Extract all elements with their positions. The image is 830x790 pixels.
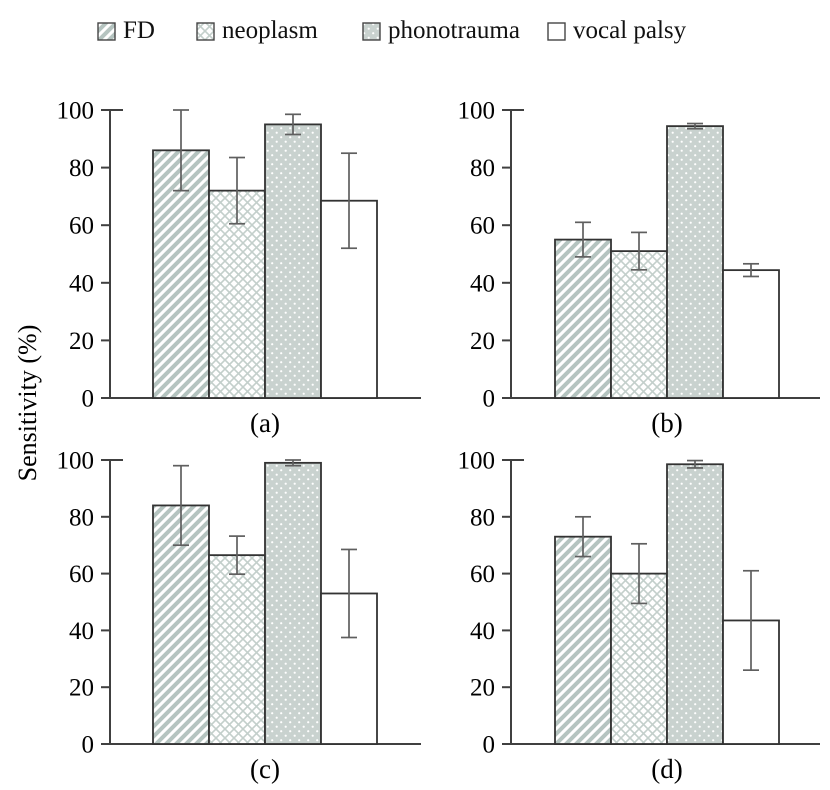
legend-label-fd: FD: [123, 17, 155, 44]
legend-item-fd: FD: [97, 14, 155, 48]
bar-c-phonotrauma: [264, 461, 322, 745]
subplot-label-b: (b): [651, 408, 682, 438]
y-tick-label: 100: [57, 448, 95, 475]
errorbar-a-phonotrauma: [285, 113, 301, 136]
y-tick-label: 80: [69, 504, 94, 531]
subplot-b: 0 20 40 60 80 100 (b): [458, 98, 820, 438]
y-tick-label: 20: [470, 328, 495, 355]
bar-a-phonotrauma: [264, 123, 322, 399]
y-tick-label: 20: [470, 675, 495, 702]
errorbar-c-fd: [173, 464, 189, 547]
errorbar-c-neoplasm: [229, 535, 245, 576]
bar-d-phonotrauma: [666, 463, 724, 745]
y-tick-label: 40: [69, 270, 94, 297]
legend-label-phonotrauma: phonotrauma: [388, 17, 520, 44]
y-tick-label: 40: [470, 270, 495, 297]
errorbar-c-phonotrauma: [285, 459, 301, 467]
errorbar-b-vocal-palsy: [743, 262, 759, 278]
y-tick-label: 0: [483, 732, 496, 759]
legend-item-neoplasm: neoplasm: [196, 14, 318, 48]
errorbar-d-vocal-palsy: [743, 569, 759, 672]
y-tick-label: 40: [69, 618, 94, 645]
bar-d-fd: [554, 535, 612, 745]
errorbar-d-phonotrauma: [687, 459, 703, 469]
bar-b-neoplasm: [610, 250, 668, 399]
y-tick-label: 0: [82, 732, 95, 759]
errorbar-a-fd: [173, 109, 189, 192]
errorbar-b-fd: [575, 221, 591, 258]
y-tick-label: 80: [470, 504, 495, 531]
y-tick-label: 60: [69, 213, 94, 240]
legend-label-vocal-palsy: vocal palsy: [573, 17, 687, 44]
vocal-palsy-pattern-icon: [547, 21, 566, 41]
y-tick-label: 20: [69, 675, 94, 702]
errorbar-a-neoplasm: [229, 156, 245, 225]
subplot-a: 0 20 40 60 80 100 (a): [57, 98, 421, 438]
fd-pattern-icon: [97, 21, 116, 41]
errorbar-d-fd: [575, 515, 591, 558]
legend: FD neoplasm phonotrauma vocal palsy: [0, 14, 830, 50]
y-tick-label: 60: [470, 561, 495, 588]
y-tick-label: 40: [470, 618, 495, 645]
y-tick-label: 0: [82, 386, 95, 413]
y-tick-label: 100: [458, 448, 496, 475]
subplot-label-a: (a): [250, 408, 280, 438]
errorbar-d-neoplasm: [631, 542, 647, 605]
neoplasm-pattern-icon: [196, 21, 215, 41]
bar-b-vocal-palsy: [722, 269, 780, 399]
y-tick-label: 100: [57, 98, 95, 125]
legend-item-vocal-palsy: vocal palsy: [547, 14, 686, 48]
y-tick-label: 0: [483, 386, 496, 413]
bar-b-phonotrauma: [666, 125, 724, 399]
errorbar-b-phonotrauma: [687, 122, 703, 130]
subplot-label-c: (c): [250, 754, 280, 784]
subplot-c: 0 20 40 60 80 100 (c): [57, 448, 421, 784]
phonotrauma-pattern-icon: [362, 21, 381, 41]
subplot-label-d: (d): [651, 754, 682, 784]
bar-c-neoplasm: [208, 554, 266, 745]
bar-b-fd: [554, 238, 612, 399]
legend-label-neoplasm: neoplasm: [222, 17, 318, 44]
errorbar-c-vocal-palsy: [341, 548, 357, 639]
y-tick-label: 80: [470, 155, 495, 182]
y-tick-label: 20: [69, 328, 94, 355]
legend-item-phonotrauma: phonotrauma: [362, 14, 520, 48]
y-tick-label: 100: [458, 98, 496, 125]
errorbar-b-neoplasm: [631, 231, 647, 271]
y-tick-label: 60: [470, 213, 495, 240]
errorbar-a-vocal-palsy: [341, 152, 357, 250]
y-tick-label: 60: [69, 561, 94, 588]
y-tick-label: 80: [69, 155, 94, 182]
subplot-d: 0 20 40 60 80 100 (d): [458, 448, 820, 784]
